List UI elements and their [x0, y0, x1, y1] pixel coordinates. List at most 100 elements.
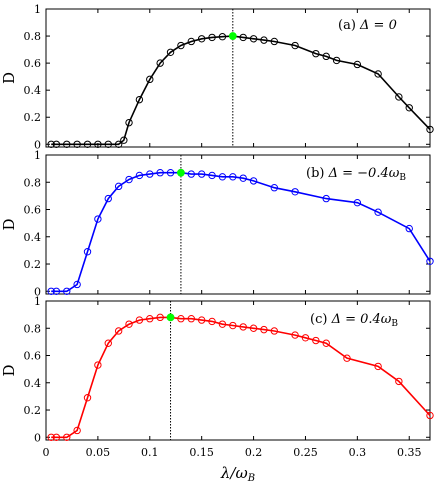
- data-point: [229, 173, 237, 181]
- data-point: [120, 136, 128, 144]
- data-point: [125, 118, 133, 127]
- data-point: [94, 215, 102, 223]
- panel-annotation: (c) Δ = 0.4ωB: [310, 312, 398, 329]
- panel-annotation-prefix: (b): [306, 166, 329, 181]
- data-point: [156, 313, 164, 322]
- data-point: [187, 37, 195, 46]
- data-point: [270, 327, 279, 335]
- data-point: [52, 433, 61, 441]
- data-point: [146, 315, 154, 323]
- data-point: [249, 324, 258, 332]
- data-point: [426, 257, 434, 265]
- plot-frame: [45, 8, 431, 148]
- data-point: [94, 140, 102, 148]
- data-point: [218, 173, 227, 181]
- y-tick-label: 0: [34, 285, 41, 298]
- data-point: [83, 394, 92, 402]
- chart-panel-2: 0 0.2 0.4 0.6 0.8 1 D (b) Δ = −0.4ωB: [0, 149, 434, 298]
- y-tick-label: 0: [34, 431, 41, 444]
- data-point: [260, 325, 268, 334]
- data-point: [146, 75, 154, 84]
- data-point: [52, 287, 61, 295]
- data-point: [197, 170, 206, 178]
- panel-annotation-prefix: (c): [310, 312, 332, 327]
- y-tick-label: 1: [34, 3, 41, 16]
- data-point: [374, 208, 382, 216]
- data-point: [395, 93, 403, 101]
- series-line: [51, 35, 431, 146]
- y-tick-label: 0.4: [24, 84, 42, 97]
- data-point: [291, 331, 299, 339]
- panel-annotation-sub: B: [399, 173, 406, 183]
- x-tick-label: 0.3: [349, 446, 367, 459]
- data-point: [249, 35, 258, 43]
- data-point: [291, 41, 299, 50]
- data-point: [114, 327, 123, 335]
- data-point: [405, 104, 413, 112]
- y-tick-label: 0.6: [24, 204, 42, 217]
- data-point: [405, 224, 413, 233]
- data-point: [291, 188, 299, 196]
- data-point: [426, 411, 434, 420]
- data-point: [47, 140, 55, 148]
- data-point: [187, 315, 195, 323]
- plot-frame: [45, 154, 431, 295]
- data-point: [156, 59, 164, 67]
- data-point: [374, 362, 382, 371]
- y-tick-label: 1: [34, 295, 41, 308]
- data-point: [270, 37, 279, 46]
- data-point: [63, 140, 71, 148]
- data-point: [135, 316, 144, 324]
- data-point: [301, 334, 310, 342]
- data-point: [135, 95, 144, 104]
- x-axis-label-sub: B: [247, 473, 255, 484]
- x-tick-label: 0: [43, 446, 50, 459]
- data-point: [260, 36, 268, 44]
- data-point: [125, 175, 133, 184]
- y-tick-label: 0.6: [24, 57, 42, 70]
- data-point: [239, 174, 247, 182]
- y-tick-label: 0.6: [24, 350, 42, 363]
- data-point: [125, 320, 133, 328]
- data-point: [166, 169, 175, 177]
- data-point: [177, 315, 185, 323]
- y-tick-label: 0.4: [24, 377, 42, 390]
- data-point: [114, 140, 123, 148]
- x-axis-label: λ/ωB: [220, 464, 255, 484]
- data-point: [332, 56, 341, 65]
- max-point-highlight: [228, 32, 237, 40]
- y-tick-label: 0.8: [24, 322, 42, 335]
- data-point: [156, 169, 164, 177]
- y-tick-label: 0: [34, 138, 41, 151]
- y-tick-label: 1: [34, 149, 41, 162]
- y-tick-label: 0.2: [24, 258, 42, 271]
- data-point: [343, 354, 351, 362]
- x-tick-label: 0.05: [86, 446, 111, 459]
- data-point: [426, 125, 434, 134]
- data-point: [353, 198, 362, 207]
- data-point: [94, 361, 102, 369]
- data-point: [208, 171, 216, 180]
- data-point: [177, 41, 185, 50]
- data-point: [83, 140, 92, 148]
- data-point: [104, 194, 112, 203]
- x-tick-label: 0.25: [293, 446, 318, 459]
- y-tick-label: 0.2: [24, 404, 42, 417]
- data-point: [395, 377, 403, 386]
- data-point: [63, 287, 71, 295]
- data-point: [166, 48, 175, 56]
- panel-annotation-sub: B: [391, 319, 398, 329]
- y-tick-label: 0.2: [24, 111, 42, 124]
- panel-annotation: (a) Δ = 0: [338, 18, 397, 33]
- x-tick-label: 0.35: [397, 446, 422, 459]
- panel-annotation-math: Δ = 0: [359, 18, 397, 33]
- data-point: [208, 33, 216, 42]
- panel-annotation-prefix: (a): [338, 18, 360, 33]
- data-point: [322, 339, 330, 347]
- y-axis-label: D: [0, 72, 18, 84]
- chart-panel-3: 0 0.2 0.4 0.6 0.8 1 0 0.05 0.1 0.15 0.2 0.25 0.3 0.35…: [0, 295, 434, 484]
- data-point: [322, 52, 330, 61]
- x-tick-label: 0.1: [141, 446, 159, 459]
- data-point: [104, 339, 112, 347]
